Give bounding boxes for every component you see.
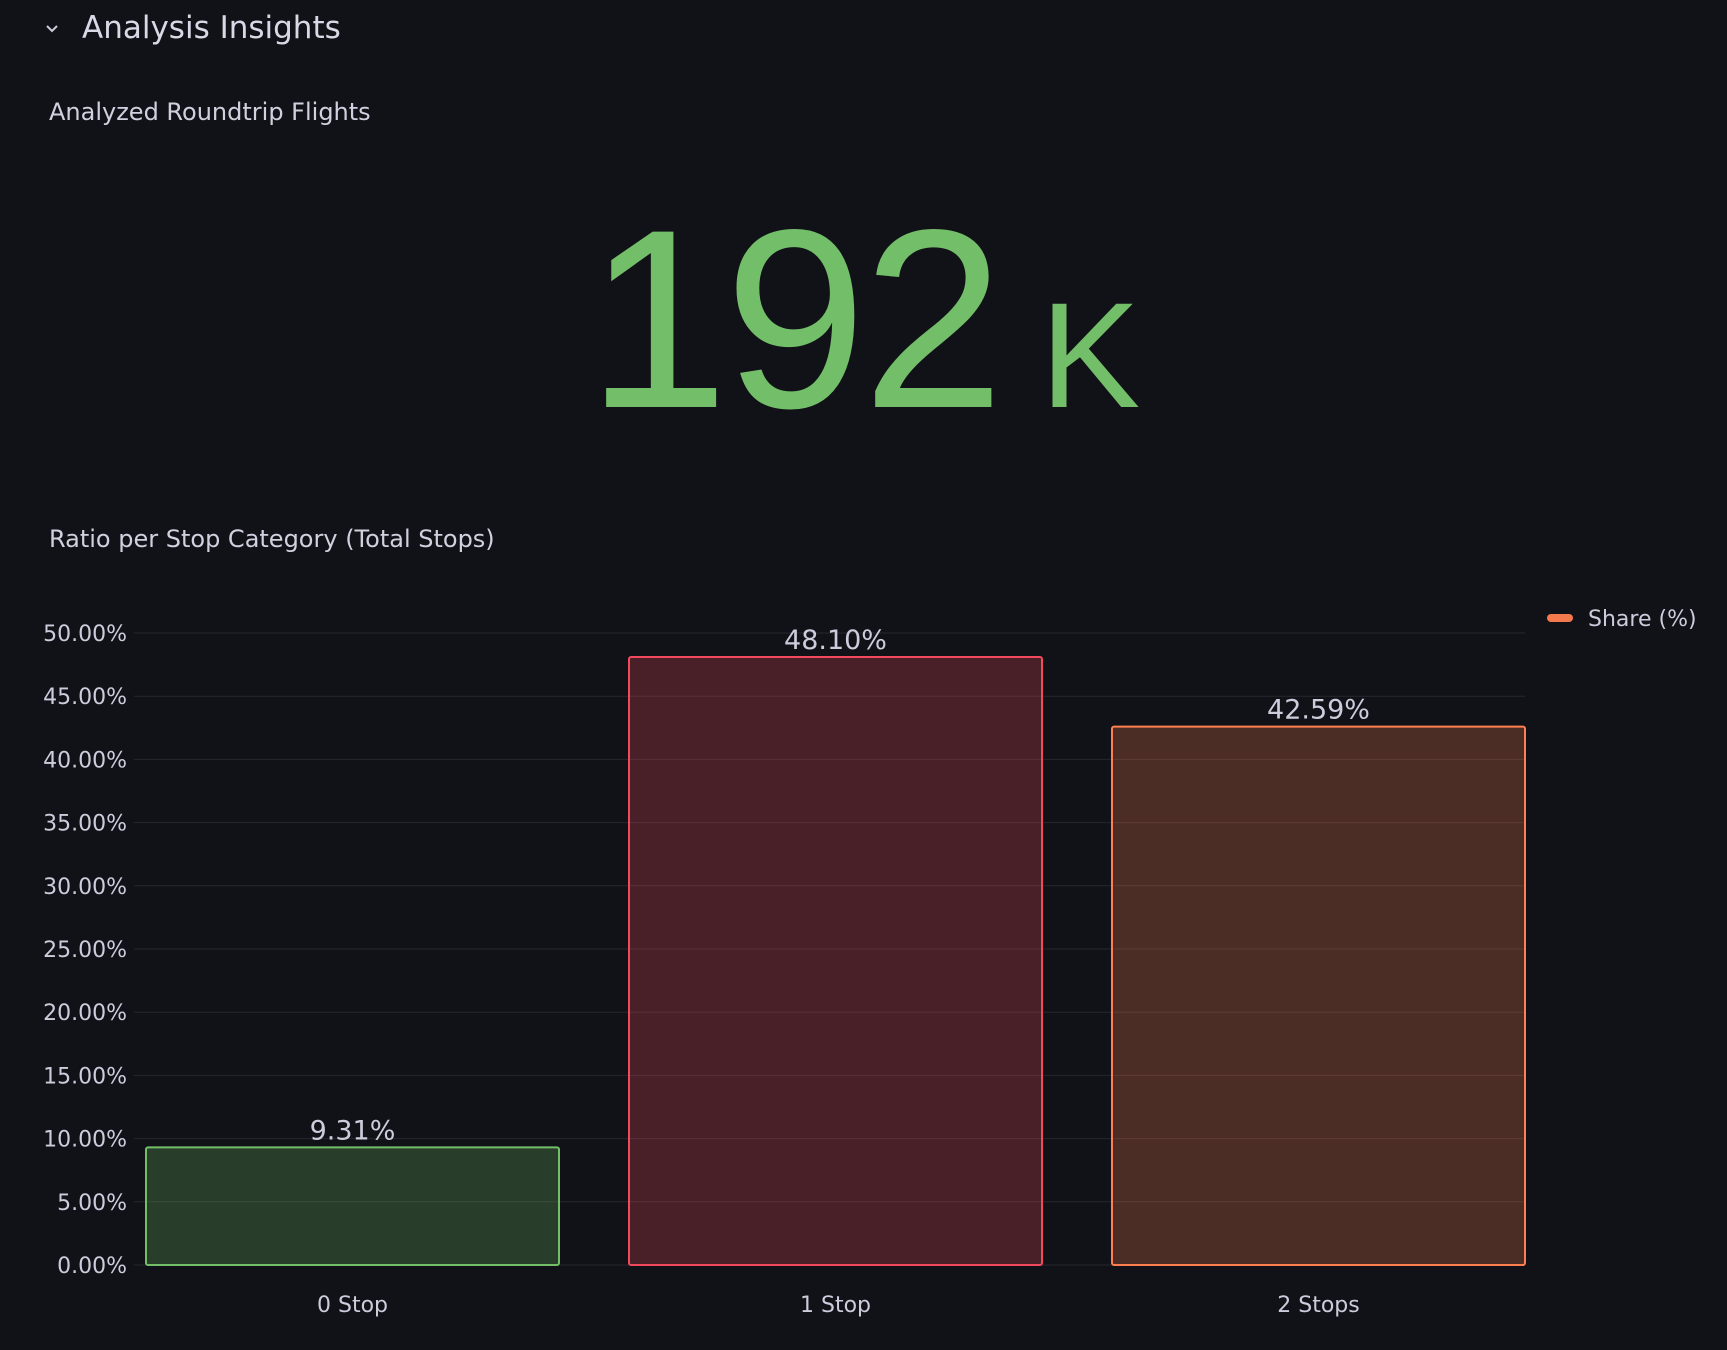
chevron-down-icon[interactable] xyxy=(42,18,62,38)
chart-title: Ratio per Stop Category (Total Stops) xyxy=(49,525,495,553)
stat-value: 192 K xyxy=(0,190,1727,450)
x-tick-label: 1 Stop xyxy=(800,1293,871,1318)
data-label: 42.59% xyxy=(1267,695,1370,726)
stat-unit: K xyxy=(1040,271,1141,439)
x-tick-label: 0 Stop xyxy=(317,1293,388,1318)
legend-label: Share (%) xyxy=(1588,607,1697,632)
stat-panel-title: Analyzed Roundtrip Flights xyxy=(49,98,371,126)
y-tick-label: 10.00% xyxy=(43,1128,127,1153)
y-tick-label: 45.00% xyxy=(43,685,127,710)
y-tick-label: 20.00% xyxy=(43,1001,127,1026)
y-tick-label: 0.00% xyxy=(57,1254,127,1279)
y-tick-label: 5.00% xyxy=(57,1191,127,1216)
y-tick-label: 15.00% xyxy=(43,1064,127,1089)
y-tick-label: 30.00% xyxy=(43,875,127,900)
bar-2-stops xyxy=(1111,725,1526,1266)
y-tick-label: 25.00% xyxy=(43,938,127,963)
bar-1-stop xyxy=(628,656,1043,1266)
y-tick-label: 35.00% xyxy=(43,812,127,837)
stat-number: 192 xyxy=(586,177,1004,462)
y-tick-label: 50.00% xyxy=(43,622,127,647)
bar-0-stop xyxy=(145,1146,560,1267)
y-tick-label: 40.00% xyxy=(43,748,127,773)
data-label: 48.10% xyxy=(784,625,887,656)
x-tick-label: 2 Stops xyxy=(1277,1293,1359,1318)
row-title[interactable]: Analysis Insights xyxy=(82,10,341,46)
legend-swatch xyxy=(1547,614,1573,622)
data-label: 9.31% xyxy=(310,1115,396,1146)
